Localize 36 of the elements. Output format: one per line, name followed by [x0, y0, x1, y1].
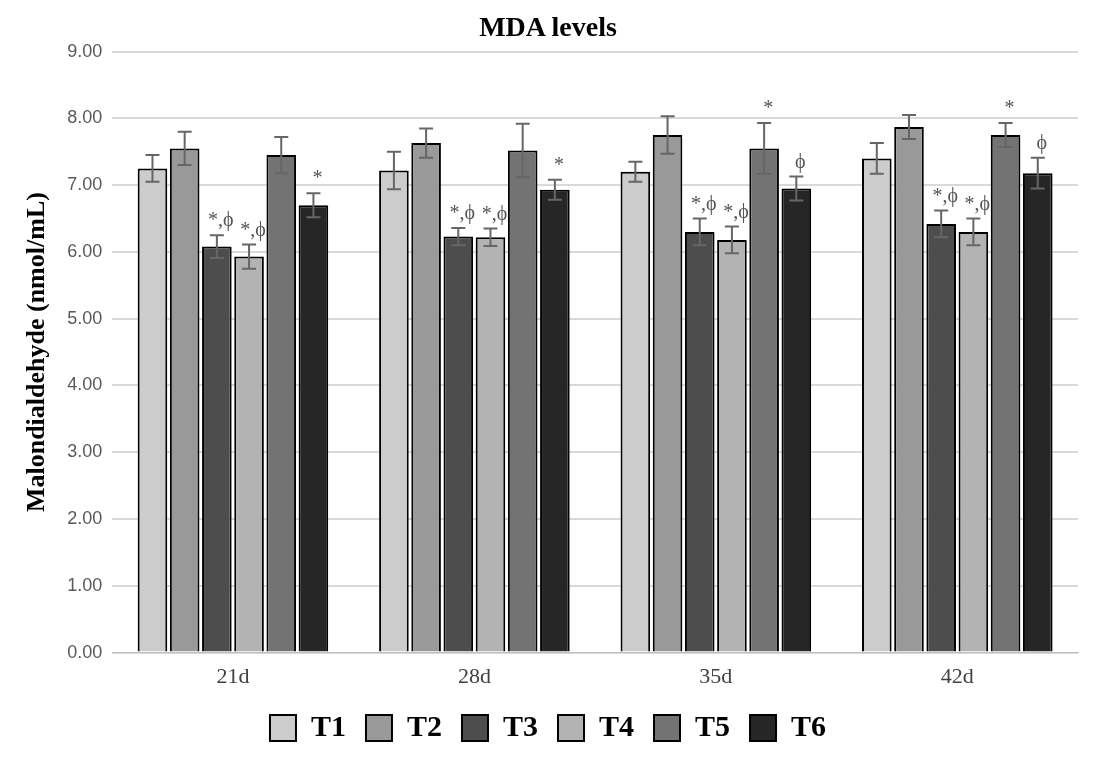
y-tick-label: 7.00 [67, 174, 103, 195]
y-tick-label: 3.00 [67, 441, 103, 462]
chart-title: MDA levels [479, 11, 617, 43]
data-label: *,ϕ [481, 201, 508, 225]
data-label: *,ϕ [449, 201, 476, 225]
data-label: *,ϕ [932, 183, 958, 207]
data-label: ϕ [1036, 131, 1048, 155]
data-label: * [553, 153, 564, 176]
data-label: *,ϕ [964, 191, 991, 215]
legend-label: T3 [502, 708, 539, 742]
x-tick-label: 21d [216, 662, 250, 688]
y-tick-label: 0.00 [67, 641, 103, 662]
legend-label: T1 [310, 708, 346, 742]
data-label: *,ϕ [723, 199, 749, 223]
y-tick-label: 2.00 [67, 508, 103, 529]
data-label: * [1004, 96, 1015, 119]
y-tick-label: 1.00 [67, 574, 103, 595]
data-label: *,ϕ [240, 217, 266, 241]
legend-label: T2 [406, 708, 442, 742]
x-tick-label: 42d [940, 662, 974, 688]
y-tick-label: 4.00 [67, 374, 103, 395]
x-tick-label: 35d [699, 662, 733, 688]
y-tick-label: 8.00 [67, 107, 103, 128]
legend-label: T4 [599, 708, 635, 742]
y-tick-label: 6.00 [67, 240, 103, 261]
y-tick-label: 5.00 [67, 307, 103, 328]
legend-label: T6 [791, 708, 827, 742]
x-tick-label: 28d [457, 662, 491, 688]
legend-label: T5 [695, 708, 731, 742]
y-tick-label: 9.00 [67, 40, 103, 61]
data-label: ϕ [795, 149, 806, 173]
data-label: *,ϕ [208, 208, 234, 232]
data-label: * [763, 96, 774, 119]
data-label: *,ϕ [690, 191, 717, 215]
y-axis-title: Malondialdehyde (nmol/mL) [21, 192, 51, 513]
data-label: * [312, 166, 323, 189]
